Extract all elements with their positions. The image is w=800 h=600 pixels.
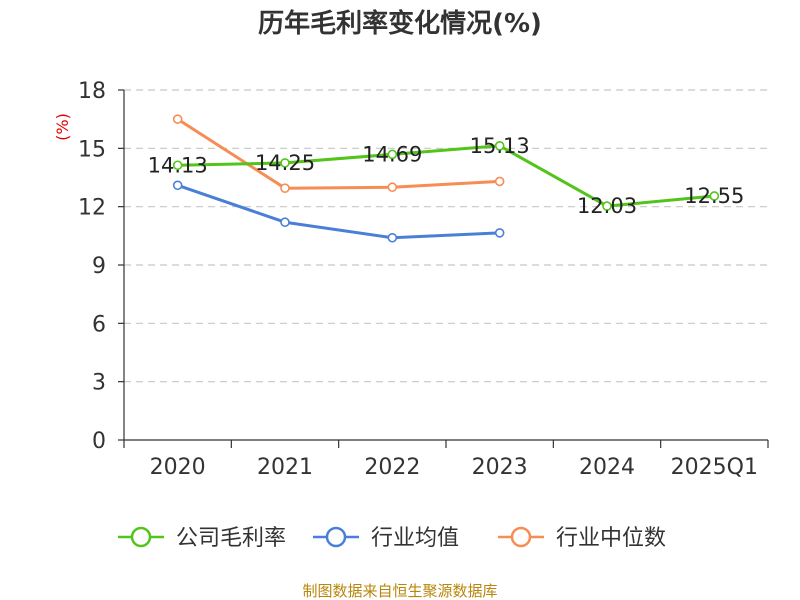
data-label: 14.25 — [255, 151, 315, 175]
legend-item: 公司毛利率 — [118, 526, 286, 551]
axes: 0 3 6 9 12 15 18 2020 2021 2022 2023 2024 2025Q1 — [78, 79, 769, 480]
data-label: 14.69 — [362, 142, 422, 166]
source-note: 制图数据来自恒生聚源数据库 — [302, 582, 497, 600]
series-line — [176, 144, 716, 208]
data-point — [494, 228, 505, 238]
data-label: 12.03 — [577, 194, 637, 218]
data-point — [280, 183, 290, 193]
series-lines — [172, 114, 720, 243]
x-tick-label: 2023 — [472, 455, 528, 480]
legend-label: 行业中位数 — [556, 526, 666, 551]
data-label: 12.55 — [684, 184, 744, 208]
data-point — [602, 201, 612, 211]
legend-marker — [325, 526, 347, 548]
data-point — [709, 191, 720, 201]
legend: 公司毛利率 行业均值 行业中位数 — [118, 526, 666, 551]
y-tick-label: 6 — [92, 312, 106, 337]
data-point — [494, 176, 505, 187]
data-point — [172, 114, 183, 124]
y-tick-label: 0 — [92, 429, 106, 454]
data-point — [172, 160, 183, 171]
series-line — [176, 183, 502, 240]
y-tick-label: 12 — [78, 196, 106, 221]
data-point — [387, 232, 398, 243]
data-labels: 14.13 14.25 14.69 15.13 12.03 12.55 — [148, 134, 745, 218]
y-tick-label: 18 — [78, 79, 106, 104]
data-point — [494, 141, 505, 151]
legend-label: 行业均值 — [371, 526, 459, 551]
legend-marker — [130, 526, 152, 548]
x-tick-label: 2024 — [579, 455, 635, 480]
data-label: 15.13 — [470, 134, 530, 158]
y-axis-unit: (%) — [53, 113, 72, 141]
series-line — [176, 117, 502, 190]
x-tick-label: 2022 — [364, 455, 420, 480]
legend-item: 行业均值 — [313, 526, 459, 551]
legend-item: 行业中位数 — [498, 526, 666, 551]
x-tick-label: 2021 — [257, 455, 313, 480]
legend-label: 公司毛利率 — [176, 526, 286, 551]
data-point — [387, 149, 398, 160]
data-point — [280, 217, 290, 228]
legend-marker — [510, 526, 532, 548]
y-tick-label: 9 — [92, 254, 106, 279]
data-point — [280, 158, 290, 168]
y-tick-label: 3 — [92, 371, 106, 396]
data-point — [172, 180, 183, 191]
x-tick-label: 2025Q1 — [671, 455, 758, 480]
data-label: 14.13 — [148, 153, 208, 177]
chart-title: 历年毛利率变化情况(%) — [258, 8, 542, 39]
x-tick-label: 2020 — [150, 455, 206, 480]
y-tick-label: 15 — [78, 137, 106, 162]
data-point — [387, 182, 398, 193]
